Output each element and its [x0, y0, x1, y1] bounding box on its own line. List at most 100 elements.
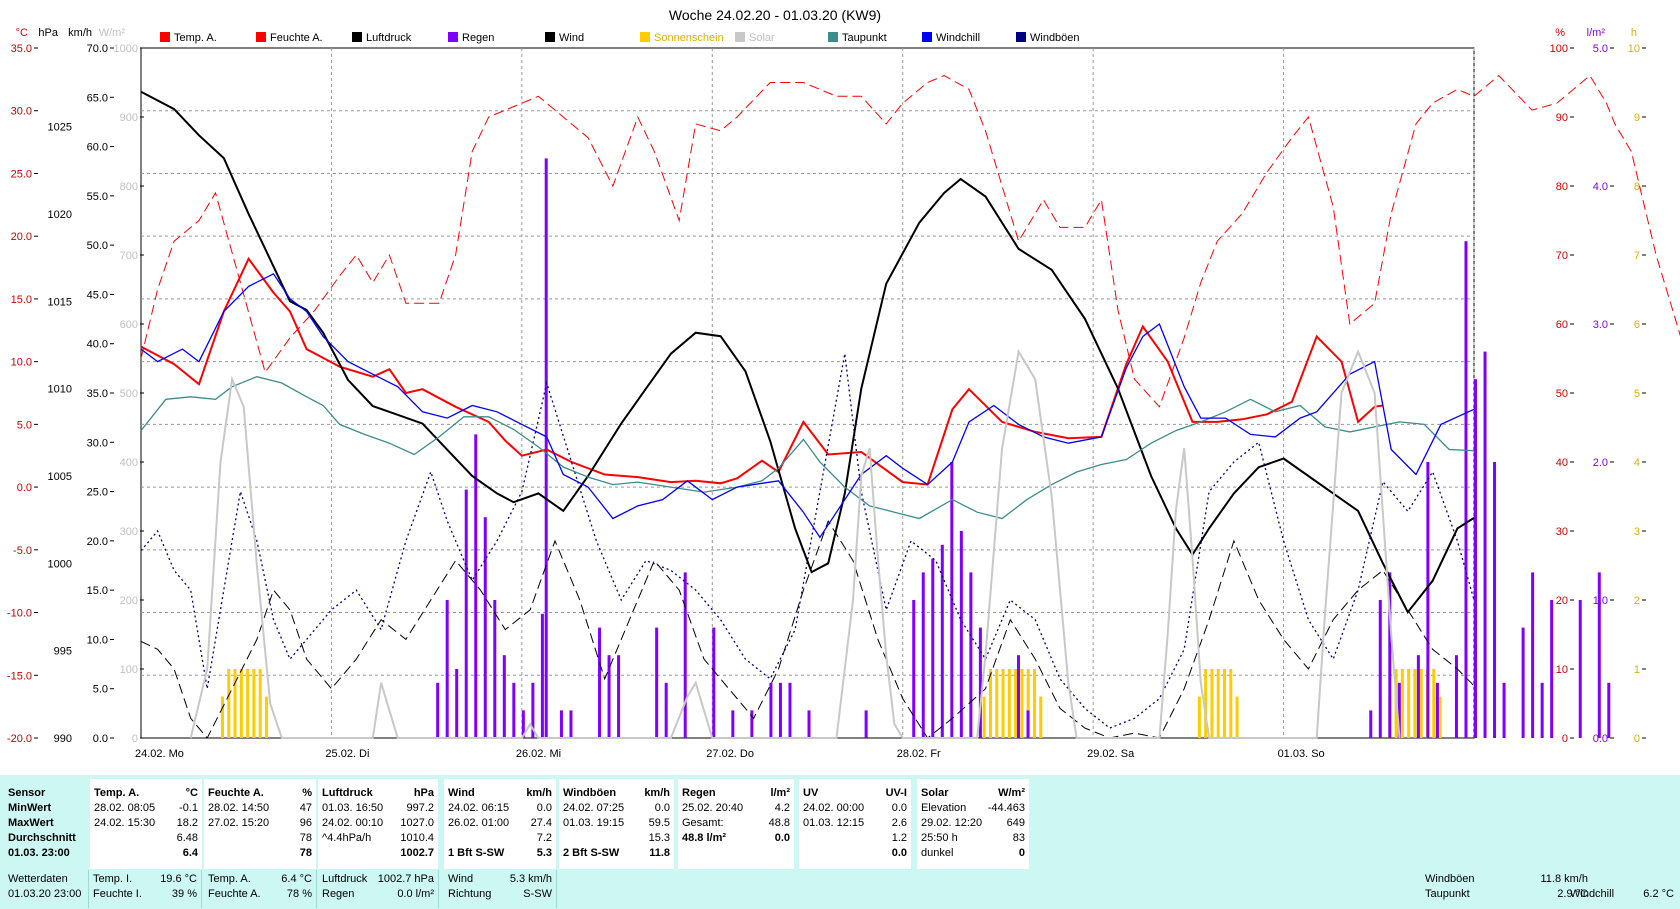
rain-bar — [1464, 241, 1468, 738]
sunshine-bar — [220, 696, 224, 738]
wm2-tick: 800 — [120, 181, 138, 193]
stat-value: 83 — [1012, 832, 1025, 844]
legend-label: Windböen — [1030, 32, 1080, 44]
row-label-current: 01.03. 23:00 — [8, 847, 70, 859]
legend-label: Sonnenschein — [654, 32, 724, 44]
wm2-tick: 1000 — [114, 43, 138, 55]
stat-header: UV — [803, 787, 819, 799]
rain-bar — [1483, 351, 1487, 738]
pct-tick: 80 — [1556, 181, 1568, 193]
stat-value: 78 — [299, 847, 312, 859]
legend-swatch — [545, 32, 555, 42]
h-tick: 3 — [1634, 526, 1640, 538]
temp-tick: 30.0 — [11, 106, 32, 118]
h-tick: 7 — [1634, 250, 1640, 262]
temp-tick: 5.0 — [17, 419, 32, 431]
kmh-tick: 50.0 — [87, 240, 108, 252]
current-label: Wetterdaten — [8, 873, 68, 885]
kmh-tick: 5.0 — [93, 684, 108, 696]
series-line-luftdruck — [140, 90, 1475, 615]
stat-value: 7.2 — [536, 832, 552, 844]
current-right-cell: Windböen — [1425, 873, 1475, 885]
axis-unit: W/m² — [99, 27, 126, 39]
bottom-separator — [88, 870, 89, 908]
h-tick: 10 — [1628, 43, 1640, 55]
kmh-tick: 25.0 — [87, 487, 108, 499]
pct-tick: 90 — [1556, 112, 1568, 124]
kmh-tick: 15.0 — [87, 585, 108, 597]
rain-bar — [750, 710, 754, 738]
legend-swatch — [828, 32, 838, 42]
stats-rain: Regen l/m² 25.02. 20:40 4.2 Gesamt: 48.8 48.8 … — [678, 779, 794, 869]
hpa-tick: 995 — [54, 646, 72, 658]
rain-bar — [569, 710, 573, 738]
weather-chart: Woche 24.02.20 - 01.03.20 (KW9) Temp. A.… — [7, 7, 1680, 760]
legend-swatch — [256, 32, 266, 42]
stats-panel: Sensor MinWert MaxWert Durchschnitt 01.0… — [0, 775, 1680, 909]
current-right: Windböen 11.8 km/h Taupunkt 2.9 °C Windchill… — [1420, 870, 1678, 905]
rain-bar — [617, 655, 621, 738]
stat-unit: l/m² — [770, 787, 790, 799]
legend-swatch — [1016, 32, 1026, 42]
sunshine-bar — [1020, 669, 1024, 738]
sunshine-bar — [1032, 669, 1036, 738]
rain-bar — [931, 558, 935, 738]
pct-tick: 10 — [1556, 664, 1568, 676]
current-wd: Wetterdaten 01.03.20 23:00 — [0, 870, 88, 905]
stat-label: 25:50 h — [921, 832, 958, 844]
current-wi: Wind 5.3 km/h Richtung S-SW — [444, 870, 556, 905]
rain-bar — [959, 531, 963, 738]
rain-bar — [1474, 379, 1477, 738]
kmh-tick: 0.0 — [93, 733, 108, 745]
stat-unit: km/h — [644, 787, 670, 799]
stats-temp: Temp. A. °C 28.02. 08:05 -0.1 24.02. 15:30 18… — [90, 779, 202, 869]
h-tick: 4 — [1634, 457, 1640, 469]
stat-value: 5.3 — [536, 847, 552, 859]
rain-tick: 0.0 — [1593, 733, 1608, 745]
temp-tick: 0.0 — [17, 482, 32, 494]
sunshine-bar — [988, 669, 992, 738]
series-lines — [140, 74, 1680, 739]
stat-label: 29.02. 12:20 — [921, 817, 983, 829]
stat-header: Luftdruck — [322, 787, 373, 799]
stat-header: Solar — [921, 787, 949, 799]
pct-tick: 50 — [1556, 388, 1568, 400]
series-line-temp-a- — [140, 256, 1384, 486]
rain-tick: 2.0 — [1593, 457, 1608, 469]
rain-bar — [1016, 655, 1020, 738]
legend-label: Wind — [559, 32, 584, 44]
rain-bar — [1493, 462, 1497, 738]
rain-bar — [1416, 655, 1420, 738]
current-label: Temp. A. — [208, 873, 251, 885]
rain-bar — [788, 682, 792, 738]
stats-wind: Wind km/h 24.02. 06:15 0.0 26.02. 01:00 27.4 7… — [444, 779, 556, 869]
stat-header: Regen — [682, 787, 716, 799]
sunshine-bar — [1419, 669, 1423, 738]
sunshine-bar — [1210, 669, 1214, 738]
h-tick: 1 — [1634, 664, 1640, 676]
current-value: S-SW — [523, 888, 552, 900]
temp-tick: -5.0 — [13, 545, 32, 557]
wm2-tick: 500 — [120, 388, 138, 400]
legend-swatch — [735, 32, 745, 42]
stat-value: 27.4 — [530, 817, 552, 829]
legend-swatch — [160, 32, 170, 42]
kmh-tick: 40.0 — [87, 339, 108, 351]
rain-bar — [1502, 682, 1506, 738]
current-ta: Temp. A. 6.4 °C Feuchte A. 78 % — [204, 870, 316, 905]
sunshine-bar — [1197, 696, 1201, 738]
rain-bar — [683, 572, 687, 738]
h-tick: 0 — [1634, 733, 1640, 745]
rain-bar — [502, 655, 506, 738]
series-line-feuchte-a- — [140, 74, 1680, 408]
sunshine-bar — [233, 669, 237, 738]
stat-value: 1010.4 — [400, 832, 434, 844]
sunshine-bar — [1007, 669, 1011, 738]
current-value: 6.4 °C — [281, 873, 312, 885]
stat-value: 1.2 — [891, 832, 907, 844]
wm2-tick: 700 — [120, 250, 138, 262]
stat-label: dunkel — [921, 847, 954, 859]
temp-tick: 20.0 — [11, 231, 32, 243]
day-label: 29.02. Sa — [1087, 748, 1135, 760]
rain-bar — [1578, 600, 1582, 738]
